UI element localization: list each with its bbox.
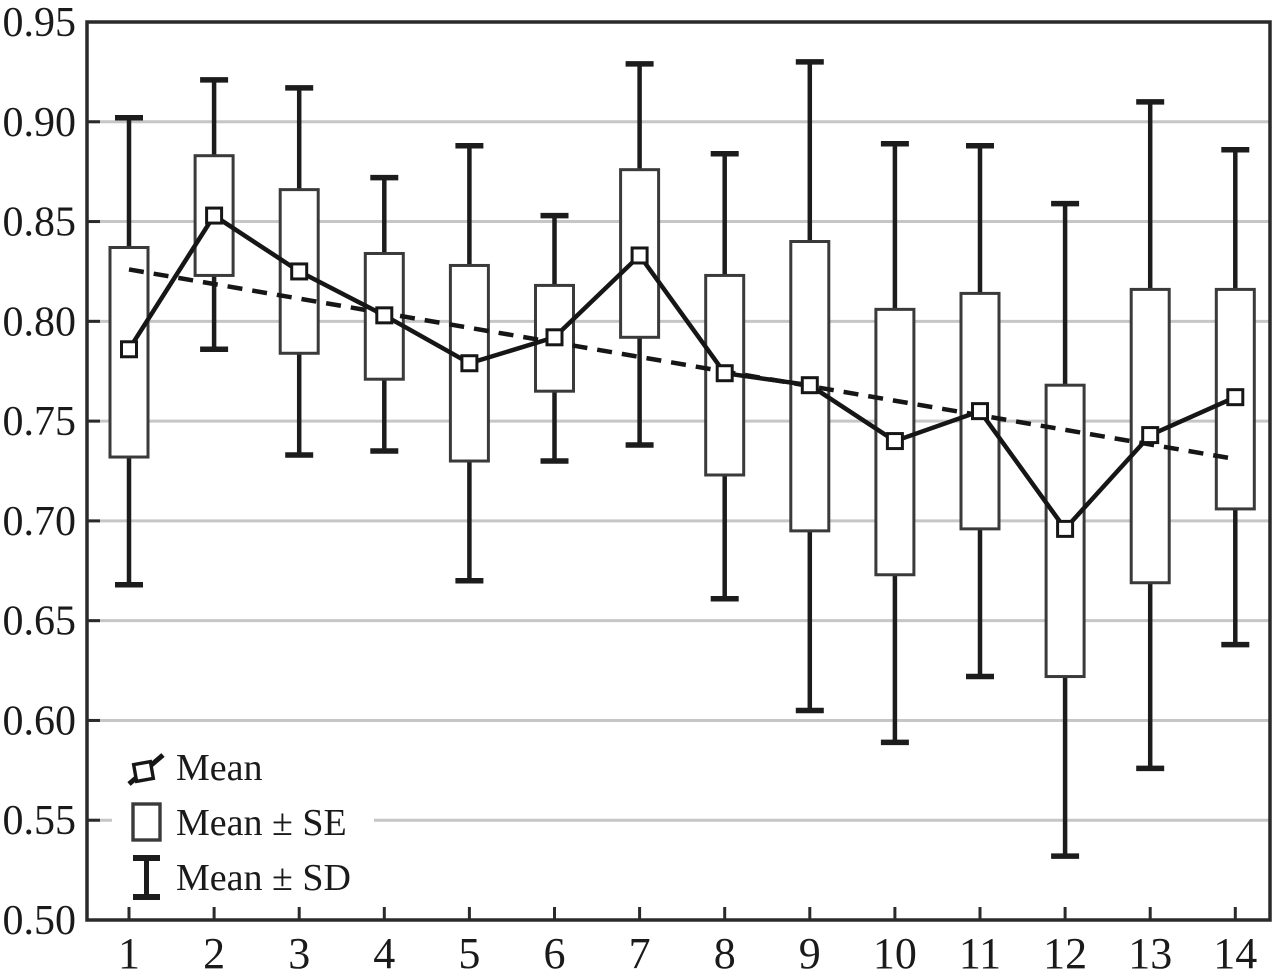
y-tick-label: 0.85 [3,200,77,246]
x-tick-label: 12 [1043,929,1087,978]
sd-whisker-icon [133,855,160,900]
mean-marker [630,246,649,265]
mean-marker-icon [127,753,165,786]
mean-marker [1226,388,1245,407]
mean-marker [1056,519,1075,538]
x-tick-label: 14 [1213,929,1257,978]
mean-marker [545,328,564,347]
axis-frame [85,20,1272,922]
y-tick-label: 0.70 [3,499,77,545]
mean-line [127,212,1237,533]
mean-marker [205,206,224,225]
y-tick-label: 0.80 [3,299,77,345]
x-tick-label: 2 [203,929,225,978]
se-box [193,154,235,277]
mean-marker [1141,426,1160,445]
legend-label-mean: Mean [176,747,263,789]
y-tick-label: 0.90 [3,100,77,146]
mean-marker [120,340,138,359]
x-tick-label: 9 [799,929,821,978]
x-tick-label: 13 [1128,929,1172,978]
mean-marker [290,262,309,281]
x-tick-label: 11 [959,929,1001,978]
x-tick-label: 4 [373,929,395,978]
y-tick-label: 0.65 [3,599,77,645]
mean-marker [800,376,819,395]
trend-line [128,267,1236,462]
se-box-icon [131,802,162,842]
mean-marker [715,364,734,383]
x-tick-label: 6 [544,929,566,978]
se-box [534,283,575,393]
x-tick-label: 7 [629,929,651,978]
mean-marker [971,402,989,421]
legend-label-se: Mean ± SE [176,802,347,844]
x-tick-label: 1 [118,929,140,978]
plot-area: 0.50 0.55 0.60 0.65 0.70 0.75 0.80 0.85 0.90 0.95… [3,0,1272,978]
legend-label-sd: Mean ± SD [176,857,351,899]
x-tick-label: 10 [873,929,917,978]
y-tick-label: 0.60 [3,698,77,744]
x-tick-label: 8 [714,929,736,978]
legend: Mean Mean ± SE Mean ± SD [112,740,374,906]
x-tick-label: 5 [458,929,480,978]
y-tick-label: 0.95 [3,0,77,46]
x-tick-label: 3 [288,929,310,978]
mean-marker [460,354,479,373]
mean-marker [375,306,394,325]
y-tick-label: 0.55 [3,798,77,844]
mean-marker [885,432,904,451]
y-tick-label: 0.75 [3,399,77,445]
y-tick-label: 0.50 [3,898,77,944]
